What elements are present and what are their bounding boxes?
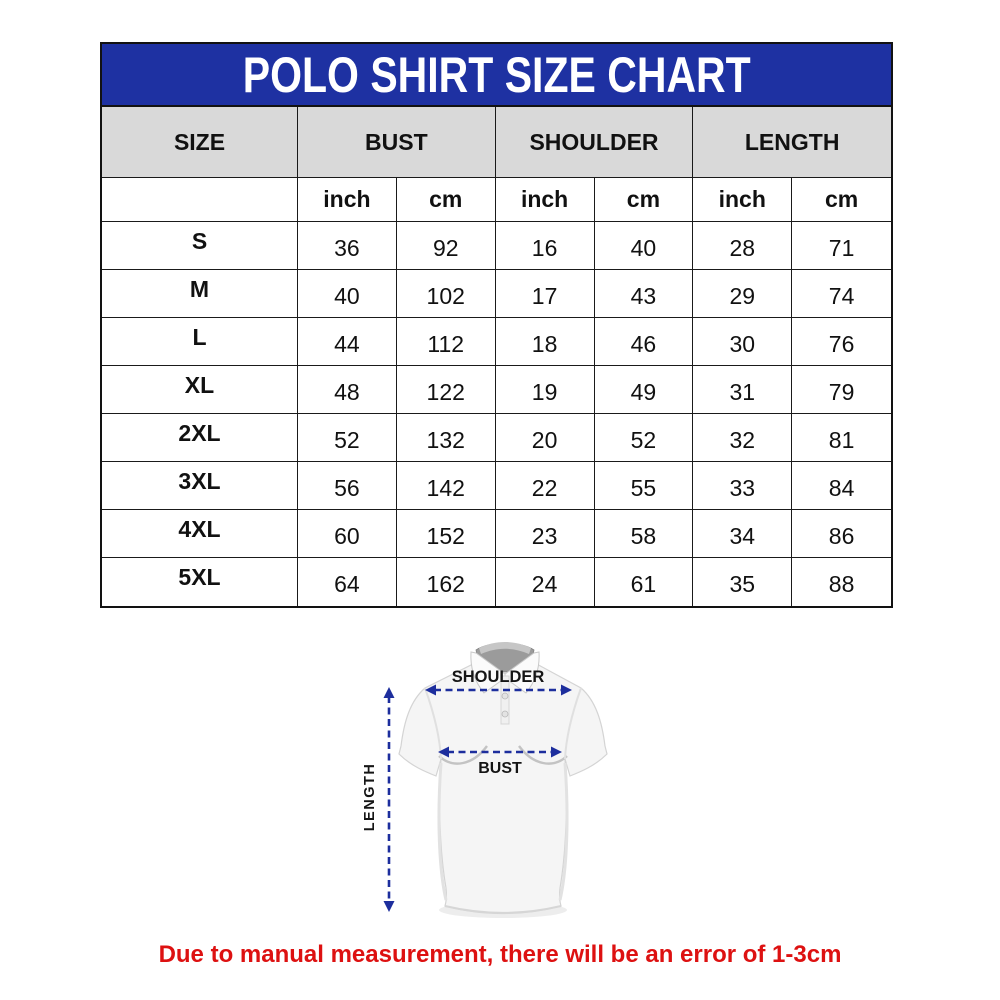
table-cell: 132 xyxy=(396,414,496,462)
length-arrow xyxy=(383,687,395,912)
table-cell: 142 xyxy=(396,462,496,510)
table-cell: 40 xyxy=(594,222,694,270)
size-label: 3XL xyxy=(102,462,298,510)
size-label: L xyxy=(102,318,298,366)
table-cell: 46 xyxy=(594,318,694,366)
table-cell: 162 xyxy=(397,558,496,606)
shirt-seam-left xyxy=(438,745,488,765)
table-cell: 32 xyxy=(693,414,793,462)
shirt-side-shadow-left xyxy=(437,762,448,901)
unit-header: inch xyxy=(693,178,793,222)
table-cell: 60 xyxy=(298,510,397,558)
table-cell: 17 xyxy=(495,270,595,318)
table-cell: 102 xyxy=(396,270,496,318)
table-cell: 122 xyxy=(396,366,496,414)
table-cell: 76 xyxy=(792,318,891,366)
table-cell: 29 xyxy=(693,270,793,318)
table-cell: 56 xyxy=(298,462,397,510)
table-cell: 33 xyxy=(693,462,793,510)
size-label: S xyxy=(102,222,298,270)
table-cell: 44 xyxy=(298,318,397,366)
table-cell: 92 xyxy=(396,222,496,270)
column-header-bust: BUST xyxy=(298,107,496,178)
table-cell: 19 xyxy=(495,366,595,414)
size-label: M xyxy=(102,270,298,318)
collar-flap-right xyxy=(504,651,540,694)
table-cell: 112 xyxy=(396,318,496,366)
table-cell: 81 xyxy=(792,414,891,462)
table-cell: 58 xyxy=(594,510,694,558)
table-cell: 86 xyxy=(792,510,891,558)
table-cell: 61 xyxy=(595,558,694,606)
table-cell: 35 xyxy=(693,558,793,606)
table-cell: 40 xyxy=(298,270,397,318)
size-label: 4XL xyxy=(102,510,298,558)
table-cell: 52 xyxy=(594,414,694,462)
shoulder-arrow xyxy=(425,684,572,696)
table-cell: 43 xyxy=(594,270,694,318)
unit-header-empty xyxy=(102,178,298,222)
table-cell: 84 xyxy=(792,462,891,510)
table-cell: 48 xyxy=(298,366,397,414)
size-label: 5XL xyxy=(102,558,298,606)
shoulder-label: SHOULDER xyxy=(452,668,545,686)
polo-shirt-diagram: SHOULDER BUST LENGTH xyxy=(362,642,608,918)
table-cell: 24 xyxy=(496,558,595,606)
table-cell: 49 xyxy=(594,366,694,414)
table-cell: 152 xyxy=(396,510,496,558)
button-icon xyxy=(501,710,509,718)
unit-header: inch xyxy=(495,178,595,222)
table-cell: 20 xyxy=(495,414,595,462)
table-cell: 16 xyxy=(495,222,595,270)
table-cell: 31 xyxy=(693,366,793,414)
table-cell: 55 xyxy=(594,462,694,510)
shirt-sleeve-seam-right xyxy=(564,687,582,760)
placket xyxy=(500,675,510,725)
table-cell: 30 xyxy=(693,318,793,366)
shirt-seam-right xyxy=(518,745,568,765)
table-cell: 23 xyxy=(495,510,595,558)
shirt-hem-shadow xyxy=(444,905,562,914)
unit-header: cm xyxy=(396,178,496,222)
column-header-length: LENGTH xyxy=(693,107,891,178)
shirt-side-shadow-right xyxy=(558,762,569,901)
table-cell: 36 xyxy=(298,222,397,270)
page-title: POLO SHIRT SIZE CHART xyxy=(242,46,751,103)
button-icon xyxy=(501,692,509,700)
column-header-size: SIZE xyxy=(102,107,298,178)
table-cell: 28 xyxy=(693,222,793,270)
table-cell: 79 xyxy=(792,366,891,414)
collar-back-band xyxy=(479,642,531,654)
size-label: 2XL xyxy=(102,414,298,462)
bust-label: BUST xyxy=(478,760,522,777)
table-cell: 88 xyxy=(828,571,855,597)
table-cell: 34 xyxy=(693,510,793,558)
table-cell: 74 xyxy=(792,270,891,318)
unit-header: cm xyxy=(792,178,891,222)
length-label: LENGTH xyxy=(362,763,378,832)
column-header-shoulder: SHOULDER xyxy=(495,107,694,178)
title-banner: POLO SHIRT SIZE CHART xyxy=(100,42,893,105)
measurement-disclaimer: Due to manual measurement, there will be… xyxy=(158,941,842,968)
size-table: SIZE BUST SHOULDER LENGTH inch cm inch c… xyxy=(100,105,893,608)
table-cell: 64 xyxy=(298,558,397,606)
bust-arrow xyxy=(438,746,562,758)
table-cell: 71 xyxy=(792,222,891,270)
table-cell: 18 xyxy=(495,318,595,366)
unit-header: inch xyxy=(298,178,397,222)
table-cell: 22 xyxy=(495,462,595,510)
table-cell: 52 xyxy=(298,414,397,462)
size-label: XL xyxy=(102,366,298,414)
unit-header: cm xyxy=(594,178,694,222)
